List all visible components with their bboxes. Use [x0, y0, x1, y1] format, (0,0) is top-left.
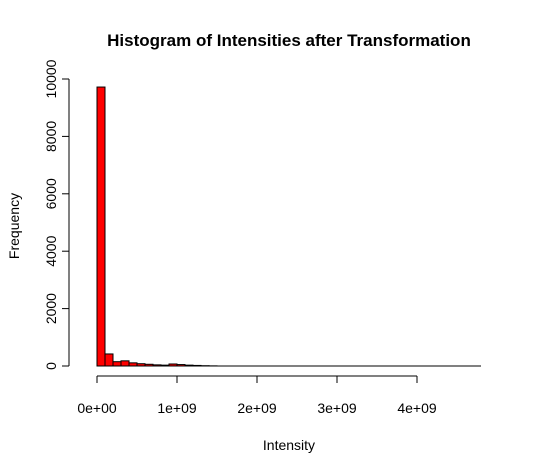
histogram-bar: [184, 364, 194, 367]
x-axis-label: Intensity: [263, 437, 315, 453]
y-axis: 0 2000 4000 6000 8000 10000: [43, 59, 70, 370]
x-tick-label: 4e+09: [397, 400, 437, 416]
y-tick-label: 8000: [43, 121, 59, 152]
x-axis: 0e+00 1e+09 2e+09 3e+09 4e+09: [77, 375, 437, 416]
x-tick-label: 1e+09: [157, 400, 197, 416]
histogram-bar: [176, 364, 186, 367]
x-tick-label: 2e+09: [237, 400, 277, 416]
histogram-bar: [136, 363, 146, 367]
histogram-bar: [104, 353, 114, 367]
histogram-bar: [152, 364, 162, 367]
histogram-bar: [144, 363, 154, 367]
histogram-bar: [120, 360, 130, 367]
histogram-bar: [112, 361, 122, 367]
histogram-bar: [168, 363, 178, 367]
x-tick-label: 3e+09: [317, 400, 357, 416]
y-tick-label: 0: [43, 362, 59, 370]
y-axis-label: Frequency: [6, 193, 22, 259]
bars-group: [96, 86, 481, 367]
y-tick-label: 10000: [43, 59, 59, 98]
x-tick-label: 0e+00: [77, 400, 117, 416]
y-tick-label: 2000: [43, 293, 59, 324]
histogram-bar: [96, 86, 106, 367]
y-tick-label: 6000: [43, 178, 59, 209]
histogram-bar: [192, 364, 202, 367]
chart-title: Histogram of Intensities after Transform…: [107, 31, 471, 50]
histogram-bar: [128, 362, 138, 367]
histogram-bar: [160, 364, 170, 367]
y-tick-label: 4000: [43, 235, 59, 266]
